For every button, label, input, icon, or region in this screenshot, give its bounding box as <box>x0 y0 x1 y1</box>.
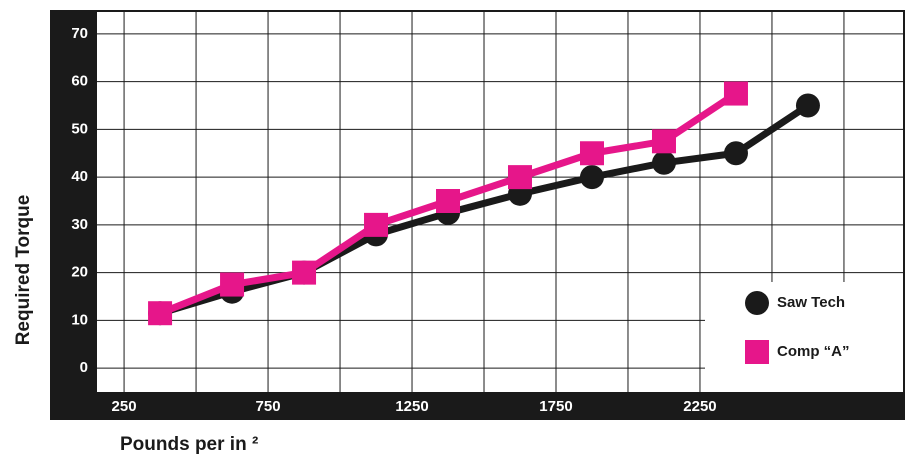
legend-marker <box>745 340 769 364</box>
series-line <box>159 102 810 317</box>
legend-marker <box>745 291 769 315</box>
x-tick-label: 250 <box>112 398 137 415</box>
legend-label: Comp “A” <box>777 343 850 360</box>
y-axis-label: Required Torque <box>13 195 34 346</box>
data-point <box>579 141 604 166</box>
x-tick-label: 750 <box>256 398 281 415</box>
legend-label: Saw Tech <box>777 294 845 311</box>
x-tick-label: 2250 <box>683 398 716 415</box>
data-point <box>436 189 461 213</box>
data-point <box>723 81 748 106</box>
data-point <box>651 150 676 175</box>
y-tick-label: 0 <box>80 359 88 376</box>
data-point <box>220 272 245 297</box>
y-tick-label: 60 <box>71 73 88 90</box>
legend-box <box>705 282 903 392</box>
x-axis-label: Pounds per in ² <box>120 434 258 455</box>
x-tick-label: 1250 <box>395 398 428 415</box>
y-tick-label: 30 <box>71 216 88 233</box>
y-tick-label: 70 <box>71 25 88 42</box>
y-axis-band <box>50 10 97 420</box>
data-point <box>508 165 533 190</box>
data-point <box>292 260 317 285</box>
data-point <box>148 301 173 326</box>
data-point <box>579 165 604 190</box>
y-tick-label: 10 <box>71 311 88 328</box>
data-point <box>364 212 389 237</box>
data-point <box>795 93 820 118</box>
x-axis-band <box>97 392 905 420</box>
y-tick-label: 20 <box>71 264 88 281</box>
data-point <box>723 141 748 166</box>
y-tick-label: 40 <box>71 168 88 185</box>
data-point <box>651 129 676 154</box>
y-tick-label: 50 <box>71 120 88 137</box>
x-tick-label: 1750 <box>539 398 572 415</box>
